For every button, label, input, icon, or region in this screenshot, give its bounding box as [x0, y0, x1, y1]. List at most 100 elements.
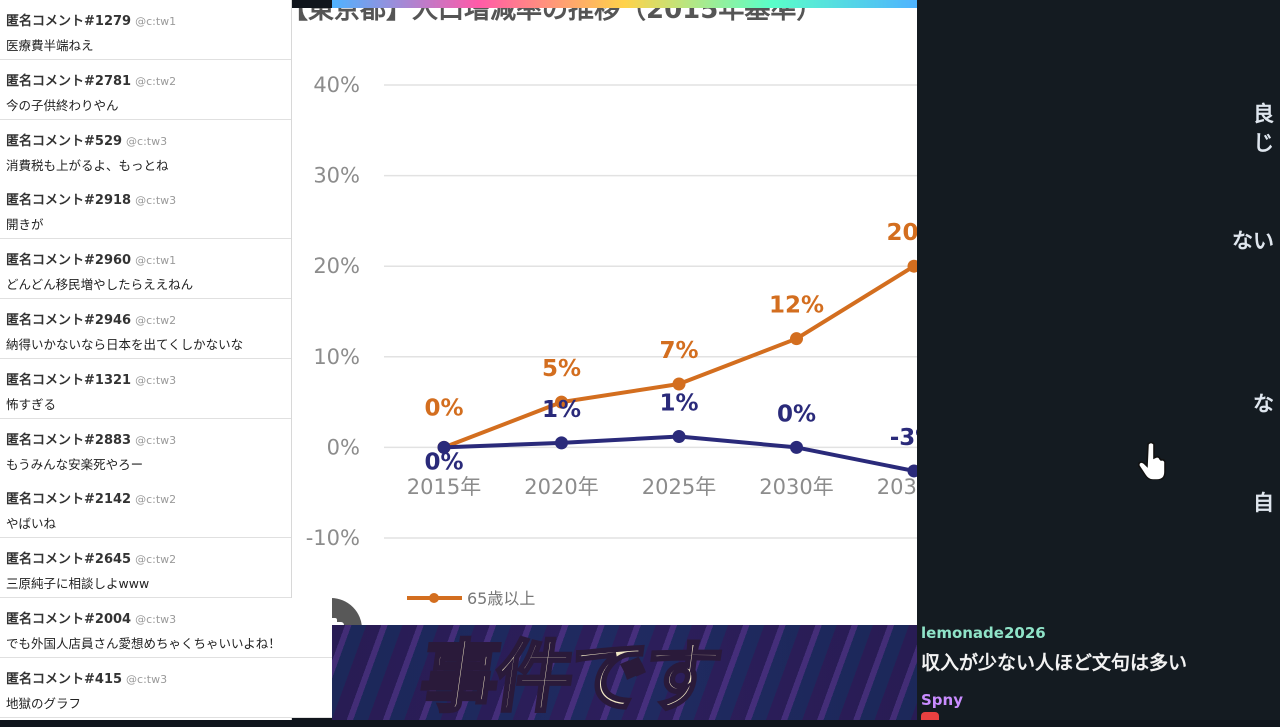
chart-title: 【東京都】人口増減率の推移（2015年基準）	[292, 8, 822, 25]
x-tick-label: 2025年	[642, 475, 716, 499]
chat-fragment: な	[1253, 392, 1274, 416]
stream-rays	[332, 620, 917, 720]
data-label: 1%	[659, 391, 698, 417]
comment-header: 匿名コメント#1321 @c:tw3	[6, 369, 176, 388]
chat-fragment: ない	[1232, 229, 1274, 253]
comment-row[interactable]: 匿名コメント#2004 @c:tw3 でも外国人店員さん愛想めちゃくちゃいいよね！	[0, 598, 332, 658]
comment-author: 匿名コメント#2142	[6, 492, 132, 508]
comment-header: 匿名コメント#2960 @c:tw1	[6, 249, 176, 268]
comment-row[interactable]: 匿名コメント#1279 @c:tw1 医療費半端ねえ	[0, 0, 291, 60]
comment-user-id: @c:tw3	[135, 373, 177, 387]
comment-author: 匿名コメント#1321	[6, 372, 132, 388]
comment-header: 匿名コメント#2946 @c:tw2	[6, 309, 176, 328]
comment-row[interactable]: 匿名コメント#1321 @c:tw3 怖すぎる	[0, 358, 291, 419]
data-label: 5%	[542, 356, 581, 382]
chat-fragment: 良	[1253, 102, 1274, 126]
x-tick-label: 2015年	[407, 475, 481, 499]
comment-author: 匿名コメント#2004	[6, 612, 132, 627]
legend-marker	[429, 593, 439, 603]
comment-header: 匿名コメント#2645 @c:tw2	[6, 548, 176, 567]
comment-header: 匿名コメント#2004 @c:tw3	[6, 608, 176, 627]
comment-row[interactable]: 匿名コメント#2946 @c:tw2 納得いかないなら日本を出てくしかないな	[0, 299, 291, 359]
chat-badge-icon	[921, 712, 939, 720]
comment-user-id: @c:tw3	[135, 194, 177, 208]
comment-text: 三原純子に相談しよwww	[6, 576, 150, 592]
comment-row[interactable]: 匿名コメント#415 @c:tw3 地獄のグラフ	[0, 657, 332, 718]
data-label: 0%	[777, 401, 816, 427]
legend-label: 65歳以上	[467, 589, 535, 608]
data-point	[672, 430, 686, 444]
comment-author: 匿名コメント#529	[6, 133, 123, 149]
data-point	[437, 440, 451, 454]
data-label: 7%	[659, 338, 698, 364]
comment-author: 匿名コメント#2960	[6, 253, 132, 269]
comment-text: でも外国人店員さん愛想めちゃくちゃいいよね！	[6, 636, 281, 651]
comment-row[interactable]: 匿名コメント#2781 @c:tw2 今の子供終わりやん	[0, 59, 291, 120]
comment-header: 匿名コメント#529 @c:tw3	[6, 130, 167, 149]
comment-text: 納得いかないなら日本を出てくしかないな	[6, 337, 244, 352]
comment-row[interactable]: 匿名コメント#2142 @c:tw2 やばいね	[0, 478, 291, 539]
comment-author: 匿名コメント#2918	[6, 193, 132, 209]
comment-text: どんどん移民増やしたらええねん	[6, 277, 194, 293]
data-point	[790, 332, 803, 346]
x-tick-label: 2030年	[759, 475, 833, 499]
comment-author: 匿名コメント#2946	[6, 313, 132, 328]
y-tick-label: 30%	[313, 164, 360, 188]
data-point	[555, 395, 568, 409]
y-tick-label: 40%	[313, 73, 360, 97]
comment-header: 匿名コメント#2142 @c:tw2	[6, 488, 176, 507]
comment-text: 開きが	[6, 217, 44, 233]
y-tick-label: 0%	[327, 435, 360, 459]
data-label: 12%	[769, 293, 824, 319]
y-tick-label: 10%	[313, 345, 360, 369]
chat-username[interactable]: Spny	[921, 691, 963, 709]
comment-author: 匿名コメント#1279	[6, 14, 132, 29]
comment-user-id: @c:tw3	[135, 433, 177, 447]
chat-panel: 良 じ ない な 自 lemonade2026 収入が少ない人ほど文句は多い S…	[917, 0, 1280, 720]
data-label: 0%	[424, 395, 463, 421]
comment-text: 消費税も上がるよ、もっとね	[6, 157, 169, 173]
comment-row[interactable]: 匿名コメント#529 @c:tw3 消費税も上がるよ、もっとね	[0, 119, 291, 180]
comment-header: 匿名コメント#2781 @c:tw2	[6, 70, 176, 89]
chat-fragment: 自	[1253, 491, 1274, 515]
comment-author: 匿名コメント#2645	[6, 552, 132, 568]
data-point	[672, 377, 686, 391]
comment-user-id: @c:tw1	[135, 15, 177, 28]
y-tick-label: 20%	[313, 254, 360, 278]
comment-header: 匿名コメント#415 @c:tw3	[6, 668, 167, 687]
comment-user-id: @c:tw3	[126, 672, 168, 686]
comment-row[interactable]: 匿名コメント#2645 @c:tw2 三原純子に相談しよwww	[0, 538, 291, 599]
comment-row[interactable]: 匿名コメント#2918 @c:tw3 開きが	[0, 179, 291, 240]
chat-fragment: じ	[1253, 131, 1274, 155]
stream-top-bar	[332, 0, 917, 10]
data-label: 1%	[542, 397, 581, 423]
stream-logo-text: 事件です	[413, 632, 725, 725]
comment-text: もうみんな安楽死やろー	[6, 456, 144, 472]
comment-text: 今の子供終わりやん	[6, 97, 119, 113]
comment-header: 匿名コメント#1279 @c:tw1	[6, 10, 176, 29]
comment-user-id: @c:tw2	[135, 314, 177, 327]
comment-text: 医療費半端ねえ	[6, 38, 94, 53]
comment-text: やばいね	[6, 516, 57, 532]
comment-user-id: @c:tw2	[135, 74, 177, 88]
hand-pointer-icon	[1137, 440, 1168, 489]
comment-row[interactable]: 匿名コメント#2960 @c:tw1 どんどん移民増やしたらええねん	[0, 239, 291, 300]
comment-text: 怖すぎる	[6, 396, 57, 412]
comment-user-id: @c:tw2	[135, 493, 177, 507]
comment-user-id: @c:tw3	[135, 613, 177, 626]
x-tick-label: 2020年	[524, 475, 598, 499]
chat-message: 収入が少ない人ほど文句は多い	[921, 652, 1188, 674]
data-point	[555, 436, 568, 450]
comment-author: 匿名コメント#2883	[6, 432, 132, 448]
comment-panel: 匿名コメント#1279 @c:tw1 医療費半端ねえ 匿名コメント#2781 @c:tw…	[0, 0, 292, 720]
data-label: 0%	[424, 449, 463, 475]
y-tick-label: -10%	[306, 526, 360, 550]
comment-user-id: @c:tw1	[135, 254, 177, 268]
comment-row[interactable]: 匿名コメント#2883 @c:tw3 もうみんな安楽死やろー	[0, 418, 291, 479]
comment-header: 匿名コメント#2883 @c:tw3	[6, 429, 176, 448]
comment-user-id: @c:tw2	[135, 553, 177, 567]
comment-author: 匿名コメント#415	[6, 671, 123, 687]
chat-username[interactable]: lemonade2026	[921, 624, 1046, 642]
comment-text: 地獄のグラフ	[6, 695, 82, 711]
comment-user-id: @c:tw3	[126, 134, 168, 148]
